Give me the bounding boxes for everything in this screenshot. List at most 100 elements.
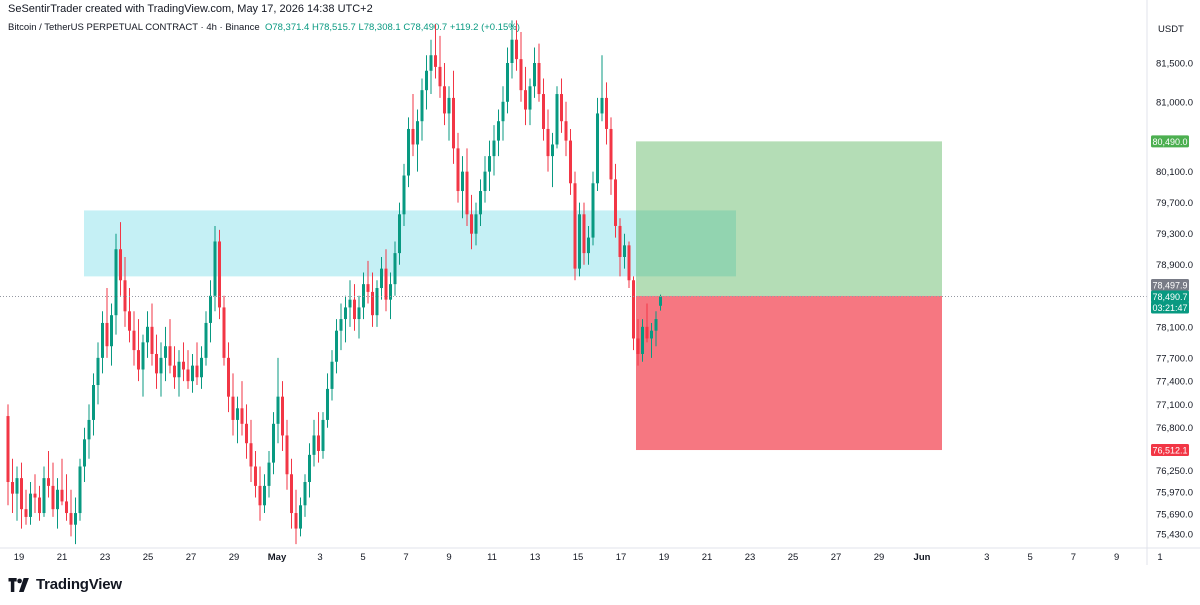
candle [528, 78, 532, 126]
candle [119, 222, 122, 296]
symbol-info: Bitcoin / TetherUS PERPETUAL CONTRACT · … [8, 22, 520, 33]
candle [42, 466, 46, 517]
candle [101, 311, 104, 374]
price-tick-label: 78,100.0 [1156, 322, 1193, 333]
candle [240, 381, 244, 436]
candle [245, 404, 248, 459]
candle [596, 97, 599, 192]
candle [510, 20, 514, 79]
date-tick-label: 19 [14, 552, 25, 563]
date-tick-label: 19 [659, 552, 670, 563]
chart-attribution: SeSentirTrader created with TradingView.… [8, 3, 373, 15]
candle [348, 280, 352, 327]
candle [542, 78, 545, 141]
candle [110, 303, 113, 366]
candle [380, 256, 383, 300]
candle [524, 66, 527, 126]
candle [159, 342, 163, 397]
date-tick-label: 1 [1157, 552, 1162, 563]
candle [299, 497, 302, 537]
candle [623, 233, 626, 269]
candles-layer [6, 20, 662, 545]
candle [330, 350, 334, 401]
candle [87, 404, 91, 459]
candle [573, 171, 577, 281]
candle [290, 458, 293, 529]
candle [74, 497, 77, 545]
target-price-badge: 80,490.0 [1151, 135, 1189, 148]
date-tick-label: Jun [914, 552, 931, 563]
date-tick-label: 11 [487, 552, 497, 563]
date-tick-label: 21 [702, 552, 713, 563]
candle [267, 450, 271, 498]
candle [443, 63, 446, 126]
candle [218, 229, 221, 320]
price-tick-label: 78,900.0 [1156, 260, 1193, 271]
date-tick-label: 7 [403, 552, 408, 563]
candle [231, 373, 235, 436]
candle [438, 35, 442, 98]
candle [591, 171, 595, 246]
long-position-stop-area[interactable] [636, 295, 942, 451]
candle [416, 109, 419, 172]
candle [65, 474, 68, 521]
candle [51, 462, 55, 517]
candle [195, 342, 199, 386]
price-tick-label: 77,700.0 [1156, 353, 1193, 364]
candle [326, 373, 329, 428]
drawings-layer [84, 141, 942, 451]
candle [308, 443, 311, 498]
candle [492, 125, 496, 176]
date-tick-label: 5 [360, 552, 365, 563]
candle [425, 55, 428, 110]
date-tick-label: 27 [186, 552, 197, 563]
candle [434, 24, 437, 79]
candle [555, 86, 559, 149]
currency-label: USDT [1158, 24, 1184, 35]
date-tick-label: 7 [1071, 552, 1076, 563]
candle [654, 311, 658, 347]
candle [6, 404, 10, 506]
candle [317, 412, 320, 463]
price-tick-label: 80,100.0 [1156, 167, 1193, 178]
brand-name: TradingView [36, 576, 122, 593]
candle [294, 489, 298, 545]
price-tick-label: 77,100.0 [1156, 400, 1193, 411]
price-tick-label: 79,700.0 [1156, 198, 1193, 209]
candle [132, 311, 136, 366]
candle [227, 342, 230, 413]
date-tick-label: 15 [573, 552, 584, 563]
date-tick-label: 3 [984, 552, 989, 563]
candle [20, 462, 23, 529]
close-price-badge: 78,490.7 [1151, 290, 1189, 303]
candle [263, 474, 266, 514]
candle [173, 346, 176, 389]
candle [474, 202, 478, 246]
price-tick-label: 75,430.0 [1156, 530, 1193, 541]
support-zone[interactable] [84, 210, 736, 277]
svg-text:78,497.9: 78,497.9 [1152, 280, 1187, 290]
candle [366, 260, 370, 304]
candle [186, 350, 190, 389]
price-tick-label: 77,400.0 [1156, 377, 1193, 388]
candle [371, 272, 374, 327]
candle [636, 319, 640, 366]
candle [105, 288, 109, 358]
candle [137, 319, 140, 382]
long-position-target-area[interactable] [636, 141, 942, 296]
date-tick-label: 23 [100, 552, 111, 563]
candle [141, 334, 145, 397]
candle [465, 148, 469, 226]
time-axis: 19 21 23 25 27 29 May 3 5 7 9 11 13 15 17 19 21 23 25 27 29 J… [14, 552, 1163, 563]
candle [33, 474, 37, 514]
price-tick-label: 76,800.0 [1156, 423, 1193, 434]
candle [96, 342, 100, 405]
candle [150, 303, 154, 366]
candle [78, 458, 82, 521]
candle [254, 450, 257, 498]
tradingview-logo-icon [8, 577, 29, 592]
price-tick-label: 75,970.0 [1156, 488, 1193, 499]
candle [537, 43, 541, 102]
candle [587, 225, 590, 265]
